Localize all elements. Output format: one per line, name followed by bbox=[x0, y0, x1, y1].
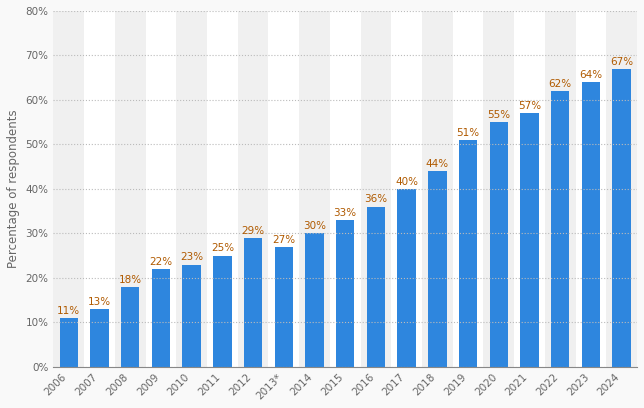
Text: 57%: 57% bbox=[518, 101, 541, 111]
Bar bbox=[115, 11, 146, 367]
Y-axis label: Percentage of respondents: Percentage of respondents bbox=[7, 110, 20, 268]
Bar bbox=[520, 113, 539, 367]
Text: 29%: 29% bbox=[242, 226, 265, 235]
Bar bbox=[612, 69, 631, 367]
Text: 11%: 11% bbox=[57, 306, 80, 316]
Text: 51%: 51% bbox=[457, 128, 480, 138]
Bar bbox=[213, 256, 232, 367]
Text: 67%: 67% bbox=[610, 57, 633, 67]
Bar bbox=[397, 189, 416, 367]
Bar bbox=[582, 82, 600, 367]
Bar bbox=[90, 309, 109, 367]
Bar bbox=[121, 287, 139, 367]
Bar bbox=[207, 11, 238, 367]
Bar bbox=[146, 11, 176, 367]
Bar bbox=[53, 11, 84, 367]
Bar bbox=[182, 264, 201, 367]
Bar bbox=[428, 171, 446, 367]
Text: 13%: 13% bbox=[88, 297, 111, 307]
Bar bbox=[392, 11, 422, 367]
Bar bbox=[361, 11, 392, 367]
Bar bbox=[59, 318, 78, 367]
Bar bbox=[274, 247, 293, 367]
Bar bbox=[238, 11, 269, 367]
Bar bbox=[244, 238, 262, 367]
Text: 27%: 27% bbox=[272, 235, 296, 244]
Text: 64%: 64% bbox=[580, 70, 603, 80]
Bar bbox=[422, 11, 453, 367]
Bar bbox=[489, 122, 508, 367]
Bar bbox=[366, 207, 385, 367]
Bar bbox=[152, 269, 170, 367]
Text: 36%: 36% bbox=[365, 195, 388, 204]
Bar bbox=[84, 11, 115, 367]
Bar bbox=[330, 11, 361, 367]
Bar bbox=[176, 11, 207, 367]
Bar bbox=[576, 11, 607, 367]
Bar bbox=[484, 11, 514, 367]
Text: 25%: 25% bbox=[211, 244, 234, 253]
Bar bbox=[545, 11, 576, 367]
Text: 30%: 30% bbox=[303, 221, 326, 231]
Bar bbox=[305, 233, 324, 367]
Text: 18%: 18% bbox=[118, 275, 142, 284]
Text: 22%: 22% bbox=[149, 257, 173, 267]
Text: 23%: 23% bbox=[180, 252, 203, 262]
Bar bbox=[299, 11, 330, 367]
Bar bbox=[459, 140, 477, 367]
Bar bbox=[551, 91, 569, 367]
Bar bbox=[514, 11, 545, 367]
Text: 55%: 55% bbox=[488, 110, 511, 120]
Text: 40%: 40% bbox=[395, 177, 418, 187]
Bar bbox=[453, 11, 484, 367]
Text: 44%: 44% bbox=[426, 159, 449, 169]
Text: 33%: 33% bbox=[334, 208, 357, 218]
Text: 62%: 62% bbox=[549, 79, 572, 89]
Bar bbox=[336, 220, 354, 367]
Bar bbox=[269, 11, 299, 367]
Bar bbox=[607, 11, 637, 367]
